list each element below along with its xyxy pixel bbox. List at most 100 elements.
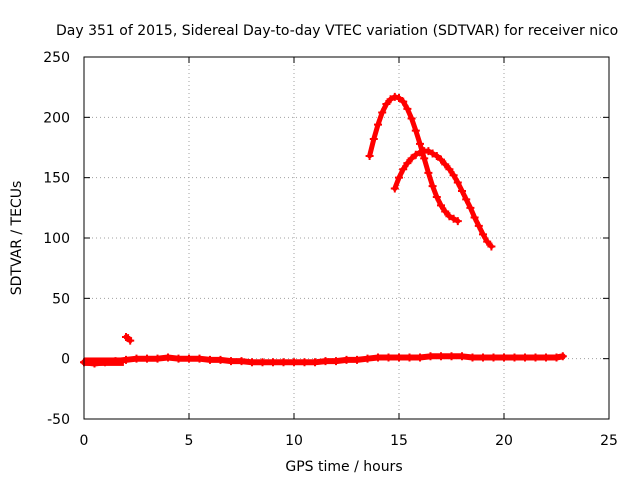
data-point	[395, 173, 403, 182]
data-point	[428, 149, 437, 158]
data-point	[521, 353, 529, 362]
series-arc-2	[392, 148, 494, 249]
y-tick-label: 0	[61, 352, 70, 368]
data-point	[500, 353, 508, 362]
data-point	[407, 154, 416, 163]
y-tick-label: 100	[43, 231, 70, 247]
data-point	[487, 242, 496, 251]
data-point	[411, 150, 420, 159]
data-point	[382, 100, 391, 109]
data-point	[441, 160, 450, 169]
x-tick-label: 20	[495, 433, 513, 449]
data-point	[416, 353, 424, 362]
data-point	[374, 353, 382, 362]
data-point	[300, 358, 309, 367]
y-tick-label: 250	[43, 50, 70, 66]
data-point	[332, 357, 340, 366]
baseline-noise-band	[84, 357, 124, 366]
data-point	[558, 352, 567, 361]
y-tick-label: 150	[43, 171, 70, 187]
data-point	[365, 151, 374, 160]
data-point	[353, 355, 361, 364]
y-tick-label: 200	[43, 110, 70, 126]
grid	[84, 57, 609, 419]
x-tick-label: 0	[80, 433, 89, 449]
data-point	[432, 151, 441, 160]
x-tick-label: 5	[185, 433, 194, 449]
x-tick-label: 25	[600, 433, 618, 449]
data-point	[424, 147, 433, 156]
data-point	[269, 358, 277, 367]
data-point	[468, 353, 477, 362]
x-axis-label: GPS time / hours	[285, 459, 402, 475]
data-point	[386, 95, 395, 104]
data-point	[428, 182, 437, 191]
data-point	[403, 104, 412, 113]
data-point	[426, 352, 435, 361]
data-point	[384, 353, 393, 362]
plot-area	[80, 92, 567, 368]
data-point	[445, 165, 454, 174]
plot-frame	[83, 56, 610, 420]
series-arc-1	[367, 94, 461, 224]
data-point	[342, 355, 351, 364]
y-axis-label: SDTVAR / TECUs	[9, 181, 25, 296]
data-point	[258, 358, 267, 367]
data-point	[237, 357, 246, 366]
x-tick-label: 10	[285, 433, 303, 449]
data-point	[437, 352, 445, 361]
data-point	[416, 148, 424, 157]
data-point	[437, 201, 445, 210]
data-point	[227, 357, 235, 366]
data-point	[445, 212, 454, 221]
data-point	[363, 354, 372, 363]
data-point	[432, 192, 441, 201]
data-point	[552, 353, 561, 362]
data-point	[290, 358, 298, 367]
data-point	[195, 354, 204, 363]
chart-title: Day 351 of 2015, Sidereal Day-to-day VTE…	[56, 23, 618, 39]
data-point	[510, 353, 519, 362]
data-point	[143, 354, 151, 363]
data-point	[411, 126, 420, 135]
data-point	[542, 353, 550, 362]
data-point	[374, 120, 382, 129]
x-tick-label: 15	[390, 433, 408, 449]
data-point	[424, 168, 433, 177]
data-point	[407, 114, 416, 123]
data-point	[395, 94, 403, 103]
data-point	[390, 92, 399, 101]
y-tick-label: -50	[47, 412, 70, 428]
data-point	[321, 357, 330, 366]
data-point	[479, 353, 487, 362]
data-point	[437, 155, 445, 164]
y-tick-label: 50	[52, 291, 70, 307]
data-point	[279, 358, 288, 367]
data-point	[531, 353, 540, 362]
data-point	[403, 159, 412, 168]
data-point	[489, 353, 498, 362]
data-point	[462, 195, 471, 204]
data-point	[405, 353, 414, 362]
data-point	[470, 213, 479, 222]
data-point	[479, 230, 487, 239]
data-point	[395, 353, 403, 362]
data-point	[164, 353, 172, 362]
data-point	[441, 207, 450, 216]
data-point	[458, 186, 466, 195]
data-point	[311, 358, 319, 367]
data-point	[216, 355, 225, 364]
data-point	[153, 354, 162, 363]
data-point	[399, 97, 408, 106]
data-point	[483, 237, 492, 246]
data-point	[206, 355, 214, 364]
data-point	[132, 354, 141, 363]
data-point	[416, 139, 424, 148]
data-point	[449, 171, 458, 180]
data-point	[126, 336, 135, 345]
data-point	[369, 135, 378, 144]
data-point	[449, 214, 458, 223]
data-point	[185, 354, 193, 363]
data-point	[453, 217, 462, 226]
